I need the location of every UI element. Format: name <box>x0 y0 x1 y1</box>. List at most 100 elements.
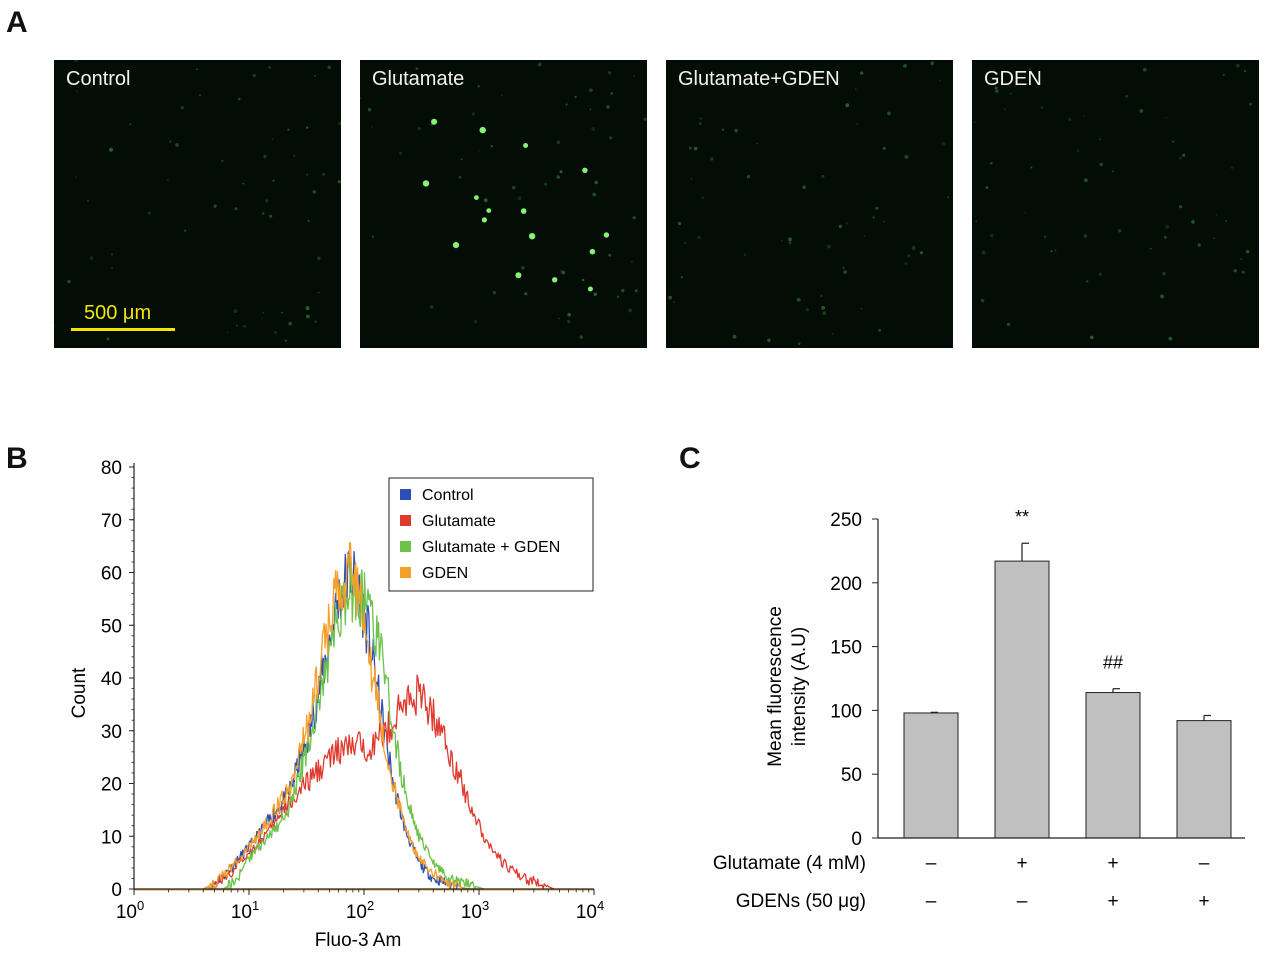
faint-cell <box>883 220 885 223</box>
faint-cell <box>261 317 263 320</box>
condition-sign: – <box>1017 891 1028 912</box>
faint-cell <box>560 269 564 273</box>
micrograph-label: Control <box>66 68 131 90</box>
faint-cell <box>1111 170 1114 173</box>
faint-cell <box>1139 109 1144 113</box>
faint-cell <box>76 90 78 93</box>
x-axis-label: Fluo-3 Am <box>315 930 402 951</box>
faint-cell <box>338 121 341 125</box>
faint-cell <box>262 311 265 314</box>
micrograph-gden: GDEN <box>972 60 1259 348</box>
faint-cell <box>805 308 809 312</box>
faint-cell <box>226 331 229 334</box>
significance-mark: ** <box>1015 507 1029 527</box>
faint-cell <box>265 199 269 203</box>
faint-cell <box>395 74 397 76</box>
x-tick-label: 101 <box>231 898 259 923</box>
faint-cell <box>1197 243 1201 247</box>
faint-cell <box>628 308 632 313</box>
legend-box <box>388 477 594 592</box>
condition-row-label: GDENs (50 μg) <box>736 891 866 912</box>
faint-cell <box>843 270 847 274</box>
faint-cell <box>399 151 402 155</box>
legend-swatch <box>400 489 411 500</box>
legend-label: Control <box>422 487 474 504</box>
faint-cell <box>524 292 528 296</box>
faint-cell <box>721 128 725 131</box>
faint-cell <box>213 204 217 208</box>
faint-cell <box>306 173 309 176</box>
faint-cell <box>606 105 610 109</box>
faint-cell <box>710 157 714 161</box>
faint-cell <box>184 229 187 232</box>
bright-cell <box>520 208 527 214</box>
faint-cell <box>1225 220 1228 222</box>
faint-cell <box>1236 64 1240 68</box>
faint-cell <box>947 196 950 199</box>
faint-cell <box>693 146 698 151</box>
bright-cell <box>552 277 558 283</box>
panel-a-letter: A <box>6 6 28 39</box>
faint-cell <box>1024 211 1027 214</box>
x-tick-label: 103 <box>461 898 489 923</box>
faint-cell <box>630 260 633 263</box>
faint-cell <box>1162 271 1166 276</box>
legend-label: Glutamate <box>422 513 496 530</box>
faint-cell <box>407 81 410 84</box>
faint-cell <box>854 88 857 91</box>
y-axis-label-line: intensity (A.U) <box>789 627 810 746</box>
faint-cell <box>589 88 593 92</box>
faint-cell <box>1086 280 1089 283</box>
faint-cell <box>1178 156 1183 160</box>
faint-cell <box>198 94 202 97</box>
faint-cell <box>767 338 771 342</box>
faint-cell <box>1084 178 1088 182</box>
faint-cell <box>610 92 613 95</box>
micrograph-label: GDEN <box>984 68 1042 90</box>
faint-cell <box>567 312 571 317</box>
faint-cell <box>306 314 310 319</box>
faint-cell <box>213 205 217 208</box>
bright-cell <box>481 217 487 223</box>
legend-label: Glutamate + GDEN <box>422 539 560 556</box>
faint-cell <box>262 212 265 215</box>
faint-cell <box>699 122 702 125</box>
faint-cell <box>990 233 994 238</box>
faint-cell <box>989 161 993 165</box>
micrograph-glutamate-gden: Glutamate+GDEN <box>666 60 953 348</box>
bar <box>903 712 959 839</box>
cell-field <box>668 61 950 346</box>
faint-cell <box>169 140 172 143</box>
y-tick-label: 200 <box>830 574 862 595</box>
faint-cell <box>882 146 886 150</box>
faint-cell <box>860 71 864 75</box>
faint-cell <box>975 220 977 223</box>
faint-cell <box>167 179 169 181</box>
faint-cell <box>634 289 638 293</box>
faint-cell <box>544 182 548 186</box>
bright-cell <box>523 143 529 148</box>
faint-cell <box>1165 224 1169 229</box>
faint-cell <box>371 235 375 238</box>
faint-cell <box>288 321 293 326</box>
faint-cell <box>633 75 635 78</box>
micrograph-glutamate: Glutamate <box>360 60 647 348</box>
faint-cell <box>594 180 598 185</box>
bar-chart: ** ## 0 50 100 150 200 250 Mean fluorescence int… <box>713 507 1245 912</box>
faint-cell <box>110 253 114 256</box>
faint-cell <box>593 292 597 296</box>
faint-cell <box>557 317 560 320</box>
faint-cell <box>973 121 976 123</box>
faint-cell <box>822 311 826 315</box>
faint-cell <box>938 79 941 82</box>
bar <box>1176 720 1232 839</box>
faint-cell <box>673 301 675 303</box>
x-tick-label: 100 <box>116 898 144 923</box>
faint-cell <box>643 117 647 121</box>
bright-cell <box>515 272 522 279</box>
bright-cell <box>452 242 460 249</box>
faint-cell <box>314 320 317 323</box>
faint-cell <box>831 332 835 336</box>
faint-cell <box>607 71 612 75</box>
faint-cell <box>701 196 705 200</box>
